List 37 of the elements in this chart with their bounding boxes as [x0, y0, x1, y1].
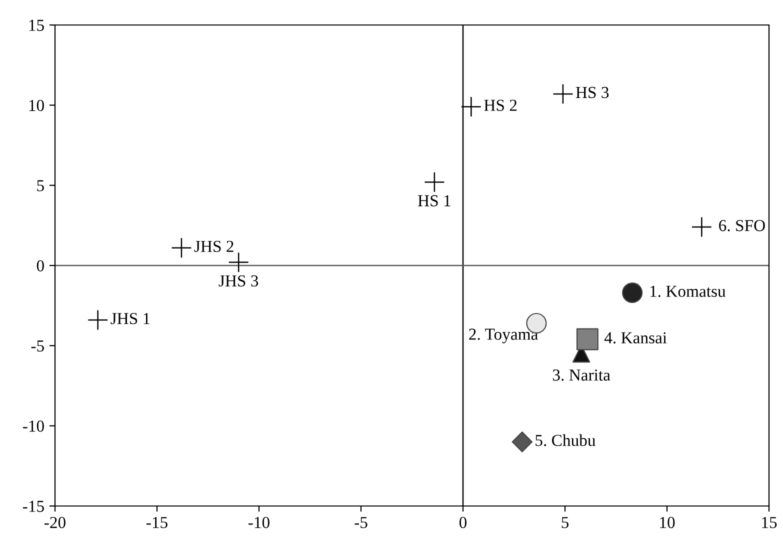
y-tick-label: 15 — [29, 20, 44, 31]
point — [171, 238, 192, 258]
point — [460, 96, 482, 118]
annotation: HS 2 — [484, 100, 517, 111]
annotation: JHS 2 — [194, 240, 234, 252]
y-tick-label: -15 — [22, 500, 44, 512]
annotation: 4. Kansai — [604, 332, 667, 344]
annotation: 5. Chubu — [536, 434, 596, 446]
annotation: 2. Toyama — [469, 328, 538, 344]
annotation: HS 1 — [418, 195, 450, 206]
annotation: JHS 3 — [218, 275, 258, 287]
y-tick-label: 5 — [37, 180, 44, 192]
x-tick-label: 15 — [762, 516, 777, 528]
point — [512, 431, 533, 452]
x-tick-label: 0 — [459, 516, 467, 528]
point — [424, 172, 445, 192]
y-tick-label: 0 — [36, 260, 44, 272]
point — [552, 84, 574, 104]
x-tick-label: 10 — [660, 516, 675, 528]
annotation: JHS 1 — [110, 312, 150, 324]
y-tick-label: -5 — [31, 340, 44, 352]
x-tick-label: -20 — [44, 516, 66, 528]
point — [622, 282, 643, 304]
point — [87, 310, 108, 330]
x-tick-label: -5 — [354, 517, 368, 528]
x-tick-label: -15 — [146, 516, 168, 528]
point — [228, 252, 249, 273]
y-tick-label: 10 — [29, 100, 44, 112]
annotation: 3. Narita — [552, 369, 610, 381]
y-tick-label: -10 — [22, 420, 44, 432]
point — [691, 216, 712, 238]
x-tick-label: 5 — [562, 517, 569, 528]
annotation: 1. Komatsu — [650, 286, 726, 297]
point — [576, 328, 598, 350]
annotation: HS 3 — [576, 86, 609, 98]
annotation: 6. SFO — [719, 220, 765, 232]
x-tick-label: -10 — [248, 516, 270, 528]
